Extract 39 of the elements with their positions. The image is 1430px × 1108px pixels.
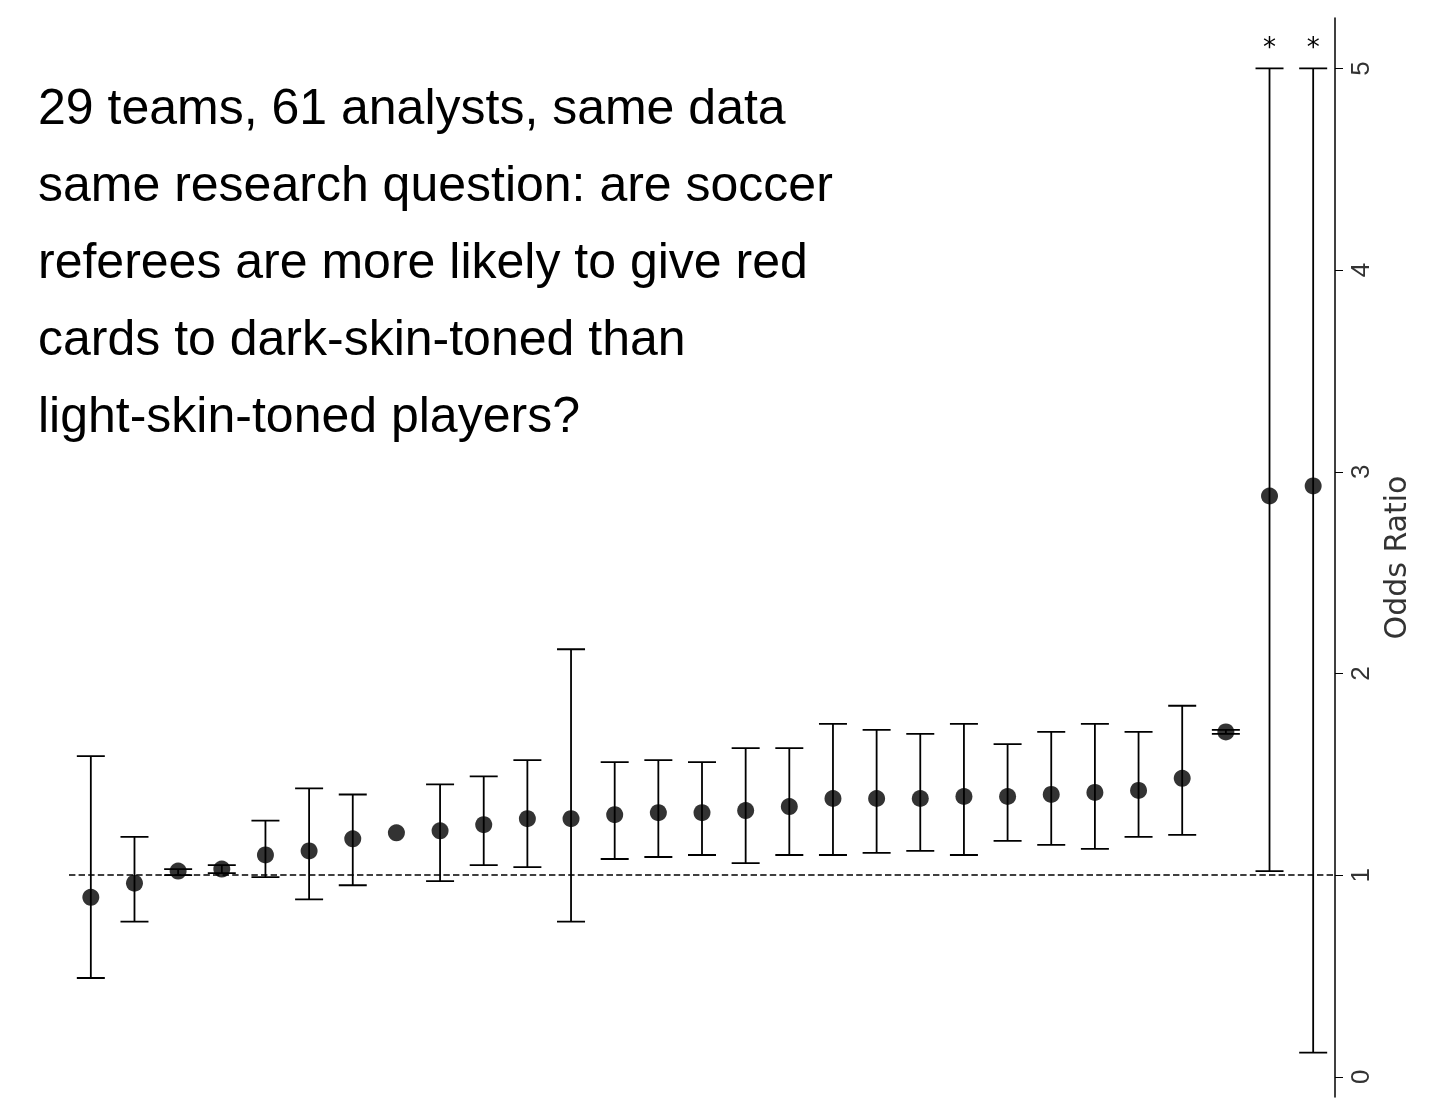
- annotation: *: [1263, 32, 1277, 63]
- y-axis-title: Odds Ratio: [1378, 475, 1414, 640]
- point: [169, 862, 187, 880]
- y-tick-label: 3: [1345, 464, 1375, 480]
- point: [955, 788, 973, 805]
- point: [1217, 723, 1235, 741]
- y-tick-label: 2: [1345, 666, 1375, 681]
- point: [82, 888, 100, 906]
- y-tick-label: 1: [1345, 867, 1375, 883]
- point: [344, 830, 362, 848]
- point: [126, 874, 143, 892]
- point: [1261, 487, 1279, 505]
- point: [1086, 783, 1104, 801]
- text: 29 teams, 61 analysts, same data same research question: are soccer referees are more likely to give red cards to dark-skin-toned than light-skin-toned players?: [38, 78, 847, 443]
- point: [868, 790, 886, 808]
- point: [387, 824, 405, 842]
- annotation: *: [1306, 32, 1320, 63]
- point: [475, 816, 493, 834]
- point: [1042, 785, 1060, 803]
- point: [431, 822, 449, 840]
- point: [649, 804, 667, 822]
- point: [256, 846, 274, 864]
- point: [911, 790, 929, 808]
- point: [824, 790, 842, 808]
- y-tick-label: 4: [1345, 262, 1375, 278]
- point: [737, 802, 755, 820]
- y-tick-label: 0: [1345, 1069, 1375, 1085]
- point: [780, 798, 798, 816]
- point: [300, 842, 318, 860]
- point: [518, 810, 536, 828]
- y-tick-label: 5: [1345, 61, 1375, 76]
- point: [693, 804, 711, 822]
- point: [213, 860, 231, 878]
- point: [1173, 769, 1191, 787]
- point: [1304, 477, 1322, 495]
- point: [562, 810, 580, 828]
- point: [999, 788, 1017, 805]
- point: [1130, 781, 1148, 799]
- point: [606, 806, 624, 824]
